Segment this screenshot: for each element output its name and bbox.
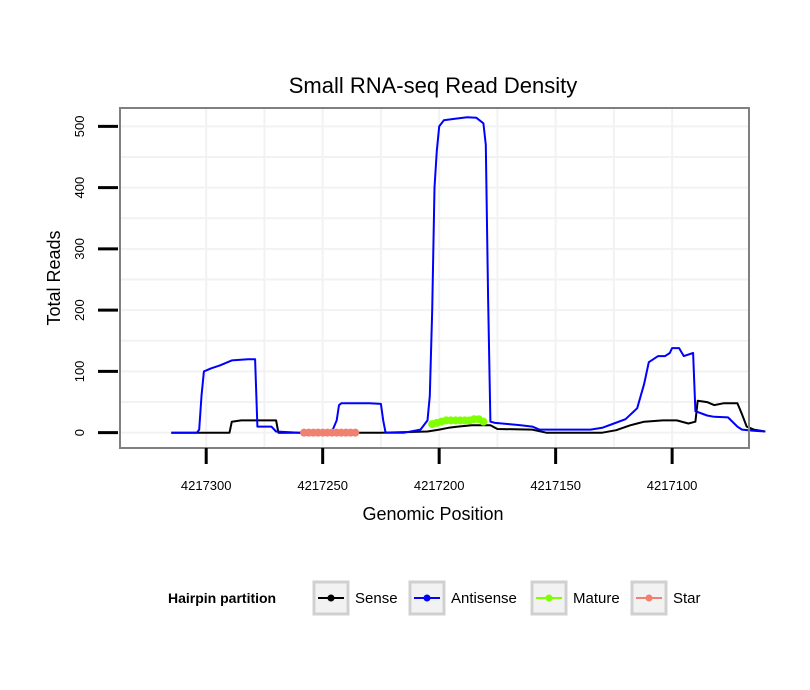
y-tick-label: 200 <box>72 299 87 321</box>
plot-area <box>119 107 766 449</box>
x-tick-label: 4217100 <box>647 478 698 493</box>
x-axis-title: Genomic Position <box>362 504 503 524</box>
y-tick-label: 300 <box>72 238 87 260</box>
series-layer <box>171 116 766 437</box>
x-tick-label: 4217200 <box>414 478 465 493</box>
legend-label: Mature <box>573 590 620 607</box>
legend-label: Sense <box>355 590 398 607</box>
legend: Hairpin partition Sense Antisense Mature St… <box>168 580 701 616</box>
y-axis-title: Total Reads <box>44 230 64 325</box>
x-tick-label: 4217150 <box>530 478 581 493</box>
series-mature-point <box>479 417 488 426</box>
legend-item-mature: Mature <box>530 580 620 616</box>
x-tick-label: 4217300 <box>181 478 232 493</box>
plot-background <box>120 108 749 448</box>
legend-key-point <box>327 594 335 602</box>
chart-title: Small RNA-seq Read Density <box>289 73 578 98</box>
series-star-point <box>351 428 360 437</box>
legend-label: Antisense <box>451 590 517 607</box>
y-tick-label: 500 <box>72 116 87 138</box>
legend-item-sense: Sense <box>312 580 398 616</box>
y-axis: 0 100 200 300 400 500 <box>72 116 118 436</box>
y-tick-label: 400 <box>72 177 87 199</box>
x-tick-label: 4217250 <box>297 478 348 493</box>
x-axis: 4217300 4217250 4217200 4217150 4217100 <box>181 448 698 493</box>
grid <box>120 108 749 448</box>
plot-border <box>119 107 750 449</box>
legend-key-point <box>645 594 653 602</box>
legend-item-antisense: Antisense <box>408 580 517 616</box>
y-tick-label: 100 <box>72 361 87 383</box>
legend-key-point <box>545 594 553 602</box>
legend-key-point <box>423 594 431 602</box>
legend-items: Sense Antisense Mature Star <box>312 580 701 616</box>
legend-item-star: Star <box>630 580 701 616</box>
y-tick-label: 0 <box>72 429 87 436</box>
series-antisense-line <box>171 116 766 434</box>
legend-label: Star <box>673 590 701 607</box>
legend-title: Hairpin partition <box>168 590 276 606</box>
